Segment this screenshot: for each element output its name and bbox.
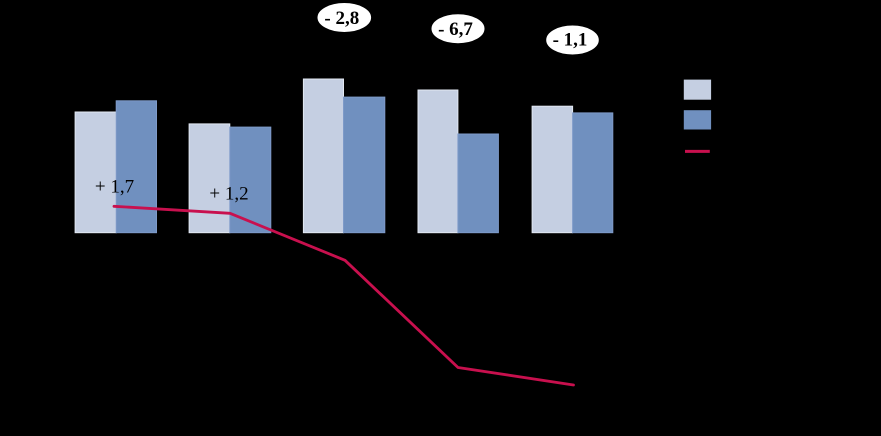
svg-text:+ 1,2: + 1,2 [209,184,248,205]
svg-text:- 2,8: - 2,8 [324,8,359,29]
svg-text:+ 1,7: + 1,7 [95,177,134,198]
svg-text:- 6,7: - 6,7 [438,19,473,40]
svg-text:- 1,1: - 1,1 [553,30,588,51]
